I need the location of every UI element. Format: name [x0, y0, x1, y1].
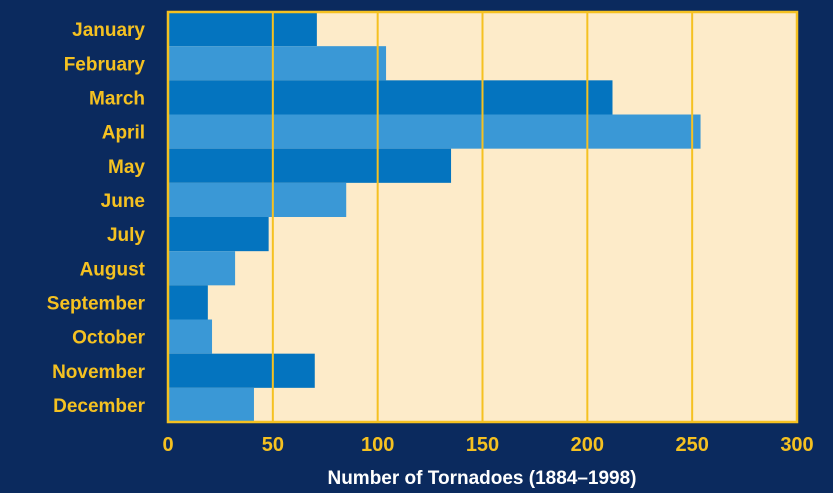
bar-january	[168, 12, 317, 47]
month-label-december: December	[53, 396, 145, 417]
bar-august	[168, 251, 236, 286]
bar-september	[168, 285, 208, 320]
bar-april	[168, 114, 701, 149]
y-axis-labels: January February March April May June July Augu…	[47, 20, 146, 417]
x-tick-label-150: 150	[466, 434, 499, 456]
x-tick-label-300: 300	[780, 434, 813, 456]
month-label-september: September	[47, 293, 146, 314]
x-tick-label-50: 50	[262, 434, 284, 456]
x-axis-title: Number of Tornadoes (1884–1998)	[327, 468, 636, 489]
x-tick-label-200: 200	[571, 434, 604, 456]
bar-february	[168, 46, 387, 81]
month-label-january: January	[72, 20, 145, 41]
month-label-april: April	[102, 123, 145, 144]
x-tick-label-100: 100	[361, 434, 394, 456]
x-tick-label-250: 250	[675, 434, 708, 456]
month-label-may: May	[108, 157, 145, 178]
month-label-october: October	[72, 328, 145, 349]
bar-december	[168, 387, 254, 422]
bar-may	[168, 148, 452, 183]
month-label-february: February	[64, 54, 146, 75]
month-label-july: July	[107, 225, 145, 246]
month-label-november: November	[52, 362, 146, 383]
bars-group	[168, 12, 701, 422]
plot-border	[166, 10, 799, 424]
month-label-june: June	[101, 191, 145, 212]
gridlines-group	[271, 12, 694, 422]
bar-march	[168, 80, 613, 115]
bar-october	[168, 319, 213, 354]
x-axis-ticks: 0 50 100 150 200 250 300	[162, 434, 813, 456]
x-tick-label-0: 0	[162, 434, 173, 456]
bar-june	[168, 182, 347, 217]
month-label-august: August	[80, 259, 146, 280]
month-label-march: March	[89, 88, 145, 109]
bar-july	[168, 217, 269, 252]
bar-november	[168, 353, 315, 388]
